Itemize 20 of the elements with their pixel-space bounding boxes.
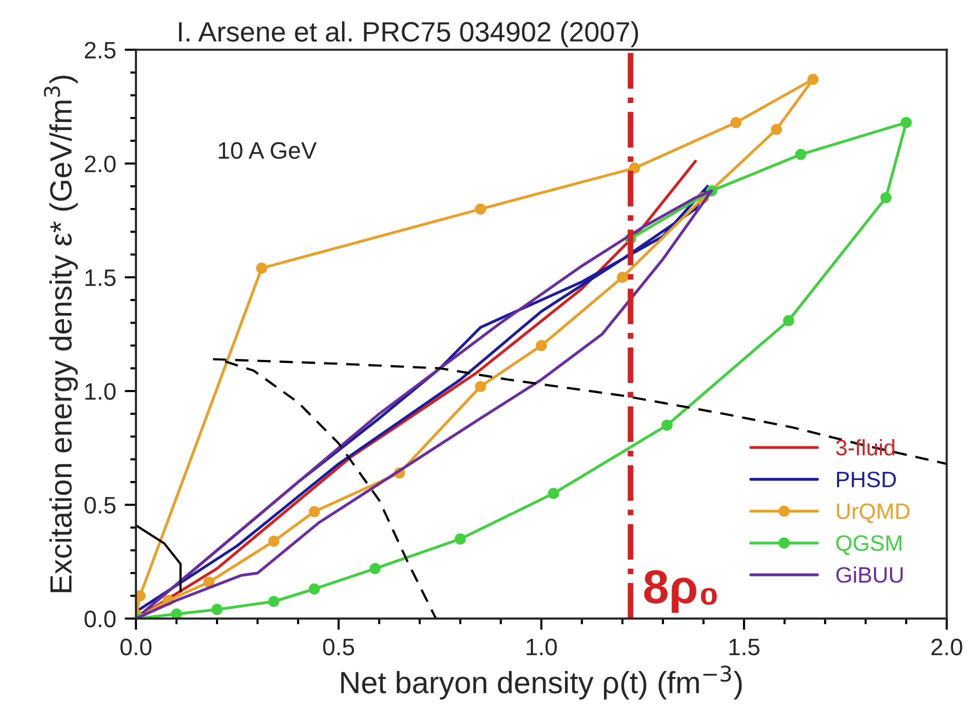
ref-line-label: 8ρ₀ bbox=[644, 570, 717, 613]
y-axis-title: Excitation energy density ε* (GeV/fm$^{3}$) bbox=[44, 76, 78, 592]
annotation: 10 A GeV bbox=[218, 142, 317, 159]
y-tick-label: 1.5 bbox=[85, 270, 116, 286]
x-tick-label: 1.0 bbox=[526, 638, 557, 656]
x-axis-title: Net baryon density ρ(t) (fm$^{−3}$) bbox=[341, 666, 742, 700]
x-tick-label: 2.0 bbox=[932, 638, 962, 656]
chart-title: I. Arsene et al. PRC75 034902 (2007) bbox=[179, 21, 638, 48]
legend-label: PHSD bbox=[837, 472, 896, 488]
x-tick-label: 0.0 bbox=[120, 638, 152, 656]
x-tick-label: 0.5 bbox=[323, 638, 354, 656]
y-tick-label: 2.5 bbox=[84, 42, 116, 59]
y-tick-label: 0.0 bbox=[84, 610, 116, 628]
legend-label: QGSM bbox=[836, 535, 902, 555]
y-tick-label: 2.0 bbox=[84, 156, 116, 172]
x-tick-label: 1.5 bbox=[729, 638, 760, 656]
y-tick-label: 1.0 bbox=[85, 383, 116, 400]
legend-label: GiBUU bbox=[836, 566, 903, 583]
legend-label: UrQMD bbox=[836, 503, 910, 524]
y-tick-label: 0.5 bbox=[84, 496, 116, 514]
